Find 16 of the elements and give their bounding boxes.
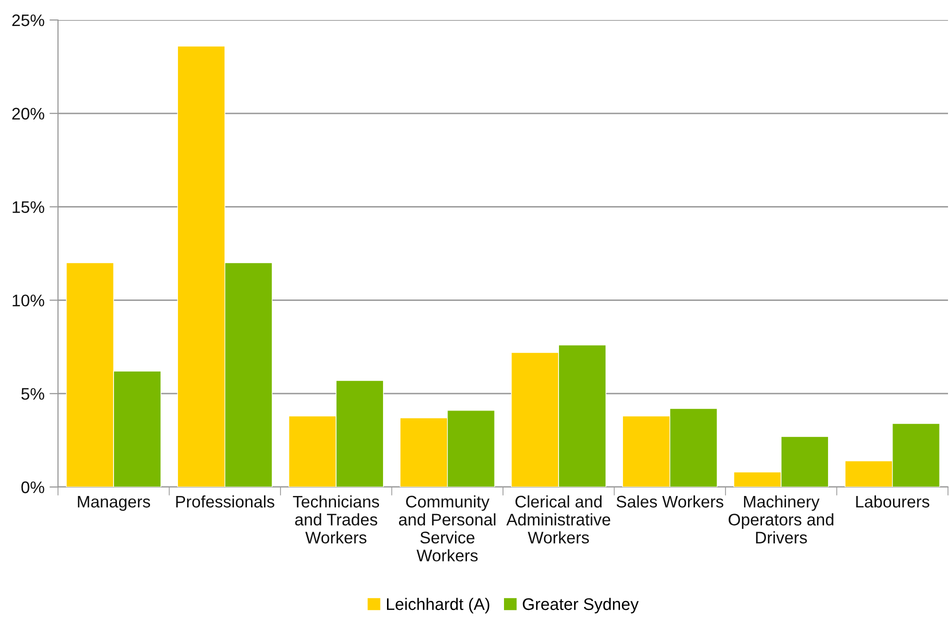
y-tick-label: 15% xyxy=(12,201,44,214)
y-tick-label: 20% xyxy=(12,108,44,120)
y-tick-label: 10% xyxy=(12,294,44,306)
x-tick-label: Technicians and Trades Workers xyxy=(292,495,380,544)
y-tick-label: 5% xyxy=(21,388,44,400)
x-tick-label: Labourers xyxy=(856,495,930,508)
legend-label: Leichhardt (A) xyxy=(387,598,490,614)
x-tick-label: Clerical and Administrative Workers xyxy=(506,495,610,544)
x-tick-label: Managers xyxy=(78,496,150,511)
legend-label: Greater Sydney xyxy=(522,598,639,614)
x-tick-label: Professionals xyxy=(176,495,274,508)
x-tick-label: Machinery Operators and Drivers xyxy=(728,495,834,544)
y-tick-label: 25% xyxy=(12,14,44,26)
x-tick-label: Community and Personal Service Workers xyxy=(398,495,496,562)
x-tick-label: Sales Workers xyxy=(616,495,724,508)
y-tick-label: 0% xyxy=(21,481,44,494)
